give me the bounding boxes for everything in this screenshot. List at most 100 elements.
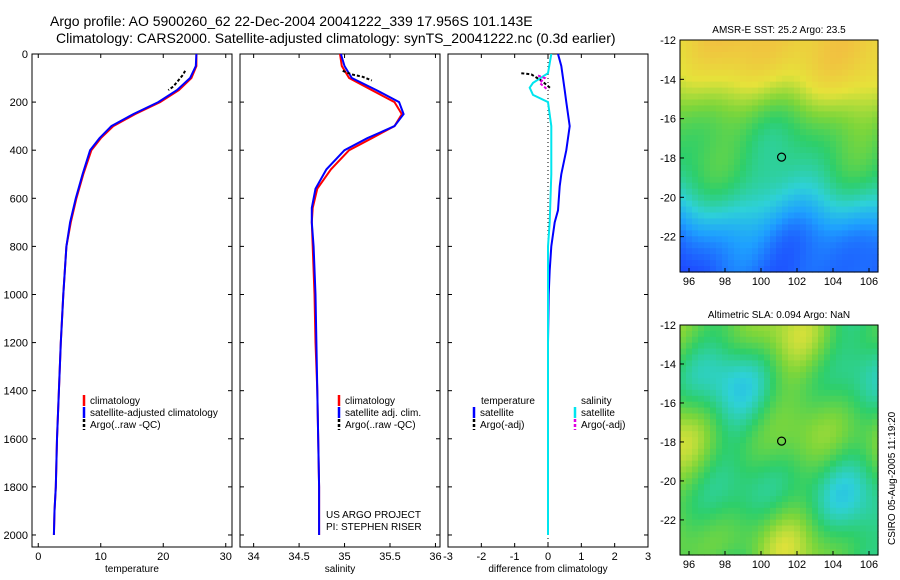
sst_map-cell — [794, 40, 801, 47]
sla_map-cell — [764, 378, 771, 385]
sla_map-cell — [770, 454, 777, 462]
sst_map-cell — [710, 230, 717, 237]
sst_map-cell — [794, 69, 801, 77]
sla_map-cell — [770, 354, 777, 361]
sla_map-cell — [866, 454, 873, 462]
sst_map-cell — [860, 123, 867, 130]
sst_map-cell — [776, 170, 783, 178]
sst_map-cell — [800, 236, 807, 243]
sst_map-cell — [746, 135, 753, 142]
sla_map-cell — [800, 348, 807, 356]
sst_map-cell — [854, 135, 861, 142]
sst_map-cell — [860, 224, 867, 231]
sla_map-cell — [746, 448, 753, 456]
sla_map-cell — [746, 372, 753, 379]
sla_map-cell — [710, 413, 717, 420]
sla_map-cell — [848, 490, 855, 497]
sla_map-cell — [854, 342, 861, 350]
sst_map-cell — [782, 135, 789, 142]
sst_map-cell — [800, 147, 807, 154]
sla_map-cell — [728, 507, 735, 515]
sla_map-cell — [848, 472, 855, 479]
sla_map-cell — [722, 336, 729, 344]
sst_map-cell — [752, 75, 759, 83]
sst_map-cell — [722, 51, 729, 59]
sla_map-cell — [752, 501, 759, 509]
sst_map-cell — [872, 123, 879, 130]
sla_map-cell — [854, 372, 861, 379]
sla_map-cell — [698, 484, 705, 491]
sla_map-cell — [752, 389, 759, 397]
sla_map-cell — [788, 348, 795, 356]
sst_map-cell — [854, 117, 861, 124]
sst_map-cell — [860, 200, 867, 208]
sla_map-cell — [836, 543, 843, 550]
sst_map-cell — [818, 242, 825, 249]
sla_map-cell — [836, 372, 843, 379]
sla_map-cell — [704, 507, 711, 515]
sla_map-cell — [680, 460, 687, 468]
sst_map-cell — [848, 158, 855, 166]
sla_map-cell — [698, 525, 705, 533]
sla_map-cell — [824, 460, 831, 468]
sst_map-cell — [866, 206, 873, 214]
sst_map-cell — [836, 254, 843, 261]
sst_map-cell — [782, 164, 789, 172]
sla_map-cell — [710, 519, 717, 527]
sla_map-cell — [848, 448, 855, 456]
sla_map-cell — [812, 354, 819, 361]
sst_map-cell — [692, 57, 699, 65]
sla_map-cell — [848, 519, 855, 527]
sla_map-cell — [776, 413, 783, 420]
sla_map-cell — [716, 531, 723, 538]
sla_map-cell — [872, 519, 879, 527]
sst_map-cell — [776, 51, 783, 59]
sst_map-cell — [740, 129, 747, 136]
sla_map-cell — [818, 395, 825, 403]
sst_map-cell — [818, 260, 825, 267]
sst_map-cell — [848, 105, 855, 112]
sst_map-cell — [830, 248, 837, 255]
sst_map-cell — [710, 69, 717, 77]
sla_map-cell — [752, 360, 759, 367]
sst_map-cell — [770, 200, 777, 208]
sst_map-cell — [692, 63, 699, 71]
sla_map-cell — [788, 395, 795, 403]
sla_map-cell — [728, 395, 735, 403]
sst_map-cell — [698, 69, 705, 77]
sla_map-cell — [812, 442, 819, 450]
sla_map-cell — [728, 366, 735, 373]
sla_map-float-position-marker — [776, 436, 787, 446]
sla_map-cell — [716, 372, 723, 379]
sst_map-cell — [680, 135, 687, 142]
sst_map-cell — [842, 87, 849, 95]
sst_map-cell — [722, 254, 729, 261]
sla_map-cell — [860, 407, 867, 415]
sst_map-cell — [800, 242, 807, 249]
sla_map-cell — [758, 496, 765, 503]
sla_map-cell — [746, 366, 753, 373]
sla_map-cell — [764, 525, 771, 533]
sla_map-cell — [686, 454, 693, 462]
sst_map-cell — [854, 236, 861, 243]
sst_map-cell — [692, 105, 699, 112]
sst_map-cell — [800, 123, 807, 130]
sst_map-cell — [728, 123, 735, 130]
sla_map-cell — [764, 472, 771, 479]
sst_map-cell — [740, 40, 747, 47]
sla_map-cell — [818, 466, 825, 474]
sst_map-cell — [770, 81, 777, 89]
sla_map-cell — [704, 448, 711, 456]
sst_map-cell — [836, 200, 843, 208]
sst_map-cell — [782, 176, 789, 184]
sla_map-cell — [872, 336, 879, 344]
sla_map-cell — [698, 507, 705, 515]
sla_map-cell — [782, 336, 789, 344]
sst_map-cell — [818, 266, 825, 273]
sla_map-cell — [872, 372, 879, 379]
sst_map-cell — [872, 188, 879, 196]
sst_map-cell — [752, 206, 759, 214]
sla_map-cell — [722, 354, 729, 361]
sst_map-cell — [740, 212, 747, 220]
sst_map-cell — [698, 40, 705, 47]
